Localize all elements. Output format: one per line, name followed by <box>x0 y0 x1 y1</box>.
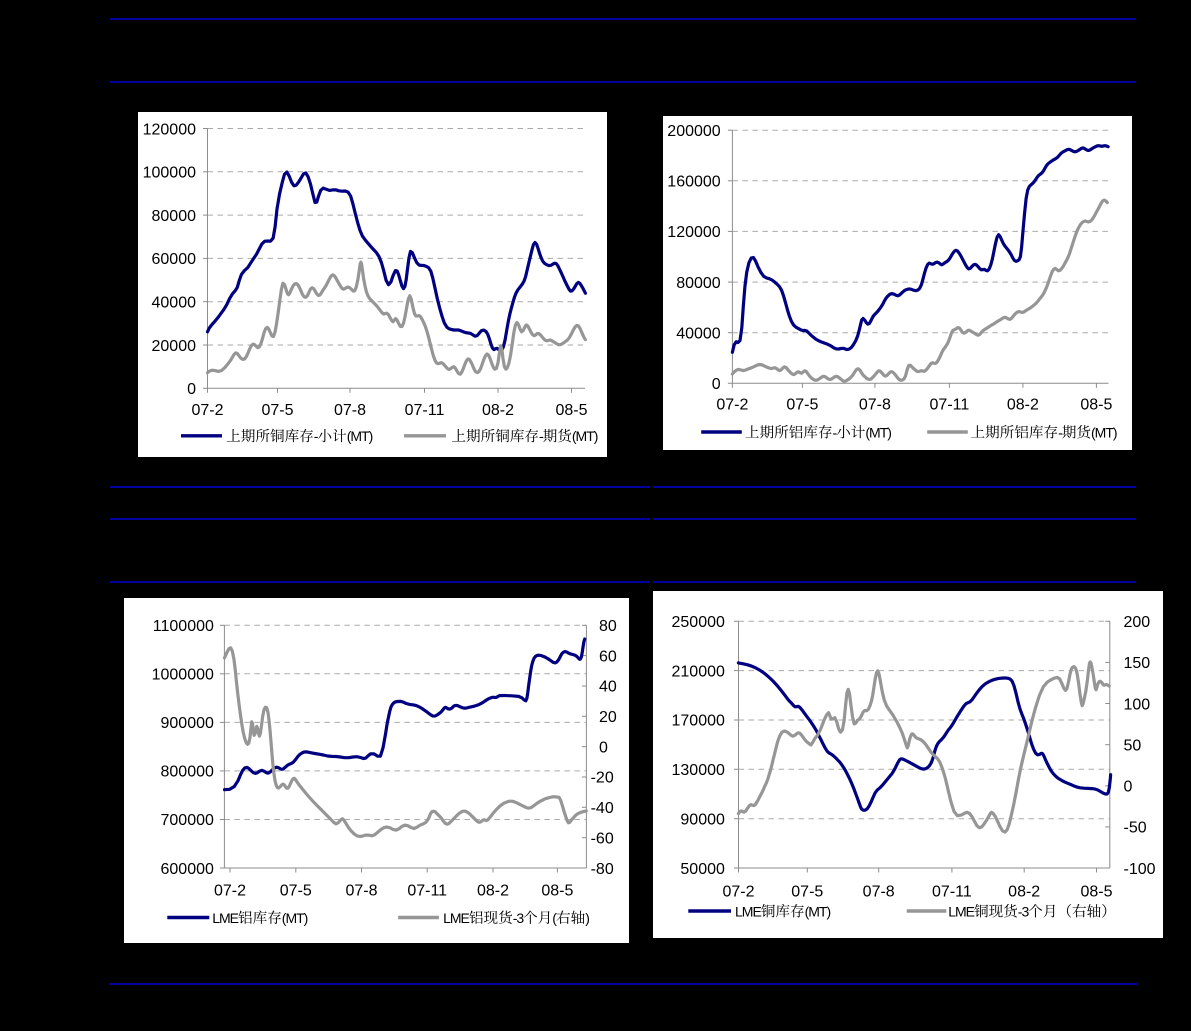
svg-text:08-2: 08-2 <box>482 402 514 419</box>
svg-text:0: 0 <box>187 381 196 398</box>
svg-text:07-5: 07-5 <box>280 883 312 900</box>
svg-text:-40: -40 <box>591 800 614 817</box>
svg-text:07-11: 07-11 <box>930 396 970 413</box>
svg-text:07-2: 07-2 <box>191 402 223 419</box>
svg-text:100000: 100000 <box>143 165 196 182</box>
svg-text:(MT): (MT) <box>865 424 891 440</box>
svg-text:0: 0 <box>1124 779 1133 796</box>
svg-text:-: - <box>1058 424 1063 440</box>
svg-text:-100: -100 <box>1124 861 1156 878</box>
svg-text:40: 40 <box>599 679 617 696</box>
svg-text:-20: -20 <box>591 770 614 787</box>
svg-text:07-5: 07-5 <box>261 402 293 419</box>
svg-text:(MT): (MT) <box>1091 424 1117 440</box>
svg-text:(: ( <box>552 910 557 926</box>
svg-text:170000: 170000 <box>672 713 725 730</box>
svg-text:07-11: 07-11 <box>405 402 445 419</box>
svg-text:80: 80 <box>599 618 617 635</box>
svg-text:60: 60 <box>599 648 617 665</box>
svg-text:120000: 120000 <box>143 121 196 138</box>
svg-text:07-5: 07-5 <box>786 396 818 413</box>
svg-text:160000: 160000 <box>667 174 720 191</box>
svg-text:0: 0 <box>712 376 721 393</box>
svg-text:-: - <box>314 428 319 444</box>
svg-text:80000: 80000 <box>152 208 197 225</box>
svg-text:60000: 60000 <box>152 251 197 268</box>
svg-text:1000000: 1000000 <box>152 667 214 684</box>
svg-text:07-2: 07-2 <box>214 883 246 900</box>
svg-text:120000: 120000 <box>667 224 720 241</box>
svg-text:700000: 700000 <box>161 812 214 829</box>
svg-text:07-8: 07-8 <box>345 883 377 900</box>
svg-text:20: 20 <box>599 709 617 726</box>
svg-text:130000: 130000 <box>672 762 725 779</box>
svg-text:07-8: 07-8 <box>334 402 366 419</box>
svg-text:210000: 210000 <box>672 663 725 680</box>
svg-text:07-8: 07-8 <box>859 396 891 413</box>
svg-text:200: 200 <box>1124 614 1151 631</box>
svg-text:-3: -3 <box>513 910 525 926</box>
svg-text:(MT): (MT) <box>282 910 308 926</box>
svg-text:0: 0 <box>599 739 608 756</box>
svg-text:-3: -3 <box>1018 903 1030 919</box>
svg-text:-: - <box>539 428 544 444</box>
svg-text:(MT): (MT) <box>347 428 373 444</box>
svg-text:200000: 200000 <box>667 123 720 140</box>
svg-text:08-2: 08-2 <box>1007 396 1039 413</box>
svg-text:250000: 250000 <box>672 614 725 631</box>
svg-text:50: 50 <box>1124 737 1142 754</box>
svg-text:08-2: 08-2 <box>1008 884 1040 901</box>
svg-text:07-8: 07-8 <box>863 884 895 901</box>
svg-text:LME: LME <box>735 903 761 919</box>
svg-text:(MT): (MT) <box>572 428 598 444</box>
svg-text:40000: 40000 <box>152 295 197 312</box>
svg-text:LME: LME <box>212 910 238 926</box>
svg-text:20000: 20000 <box>152 338 197 355</box>
svg-text:07-11: 07-11 <box>932 884 972 901</box>
svg-text:90000: 90000 <box>680 811 725 828</box>
svg-text:LME: LME <box>948 903 974 919</box>
svg-text:-: - <box>833 424 838 440</box>
svg-text:07-11: 07-11 <box>407 883 447 900</box>
svg-text:08-5: 08-5 <box>541 883 573 900</box>
svg-text:150: 150 <box>1124 655 1151 672</box>
svg-text:900000: 900000 <box>161 715 214 732</box>
svg-text:08-5: 08-5 <box>555 402 587 419</box>
svg-text:07-5: 07-5 <box>791 884 823 901</box>
svg-text:40000: 40000 <box>676 325 721 342</box>
svg-text:600000: 600000 <box>161 861 214 878</box>
svg-text:07-2: 07-2 <box>716 396 748 413</box>
svg-text:50000: 50000 <box>680 861 725 878</box>
svg-text:): ) <box>585 910 589 926</box>
svg-text:08-2: 08-2 <box>477 883 509 900</box>
svg-text:80000: 80000 <box>676 275 721 292</box>
svg-text:800000: 800000 <box>161 764 214 781</box>
svg-text:08-5: 08-5 <box>1080 396 1112 413</box>
svg-text:-50: -50 <box>1124 820 1147 837</box>
svg-text:-60: -60 <box>591 830 614 847</box>
svg-text:07-2: 07-2 <box>722 884 754 901</box>
svg-text:100: 100 <box>1124 696 1151 713</box>
svg-text:-80: -80 <box>591 861 614 878</box>
svg-text:1100000: 1100000 <box>153 618 214 635</box>
svg-text:LME: LME <box>443 910 469 926</box>
svg-text:(MT): (MT) <box>805 903 831 919</box>
svg-text:08-5: 08-5 <box>1080 884 1112 901</box>
